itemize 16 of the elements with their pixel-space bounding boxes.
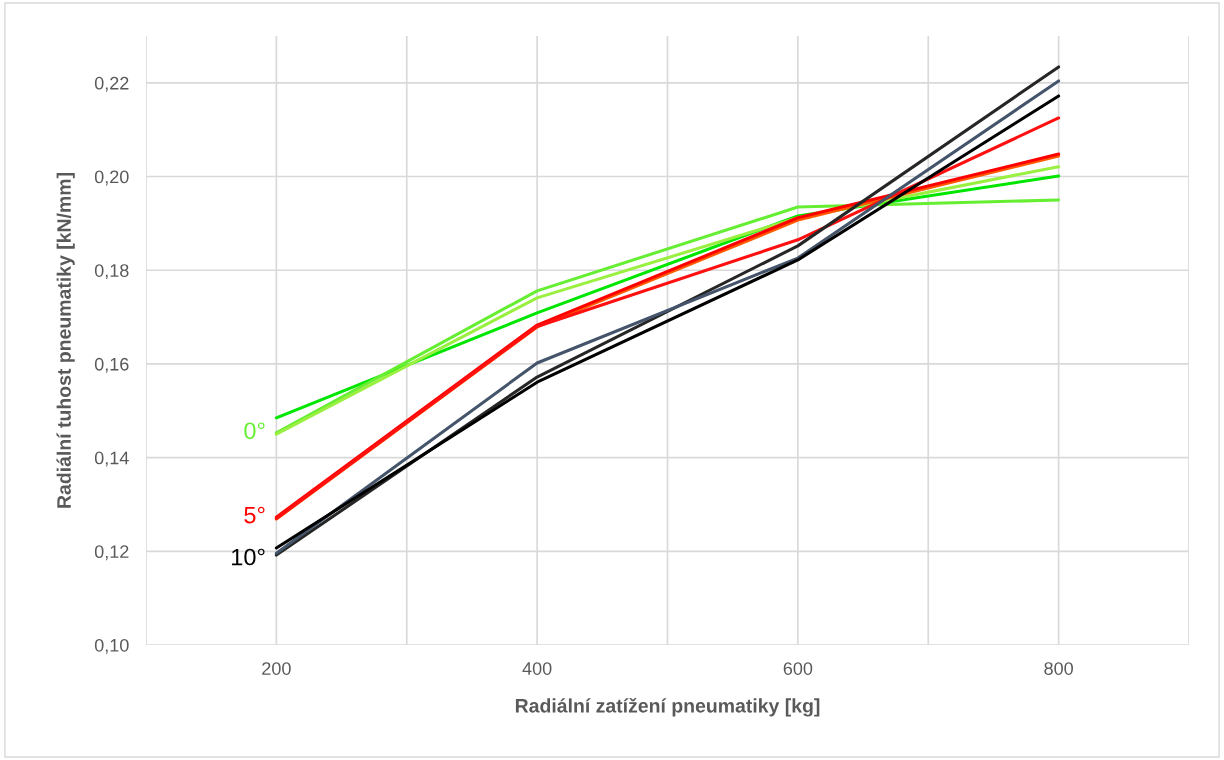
y-tick-label: 0,18 [94,264,129,280]
x-tick-label: 800 [1044,662,1073,675]
x-tick-label: 600 [783,662,813,675]
series-label: 5° [244,506,265,524]
x-tick-label: 400 [522,662,552,675]
series-label: 10° [232,548,265,566]
x-tick-label: 200 [262,662,291,675]
y-tick-label: 0,22 [94,76,129,92]
y-tick-label: 0,20 [94,170,129,186]
y-axis-title: Radiální tuhost pneumatiky [kN/mm] [56,173,75,508]
series-label: 0° [244,422,265,440]
y-tick-label: 0,16 [94,357,129,373]
y-tick-label: 0,10 [94,638,129,654]
y-tick-label: 0,14 [94,451,129,467]
y-tick-label: 0,12 [94,545,129,561]
x-axis-title: Radiální zatížení pneumatiky [kg] [515,697,820,717]
